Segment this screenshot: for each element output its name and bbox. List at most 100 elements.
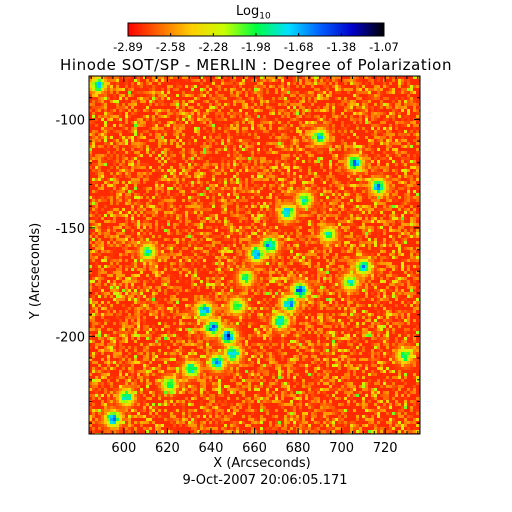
heatmap-cell [380,184,383,187]
heatmap-cell [218,181,221,184]
heatmap-cell [233,193,236,196]
heatmap-cell [95,82,98,85]
heatmap-cell [89,106,92,109]
heatmap-cell [398,205,401,208]
heatmap-cell [179,190,182,193]
heatmap-cell [119,136,122,139]
heatmap-cell [236,106,239,109]
heatmap-cell [347,97,350,100]
heatmap-cell [362,151,365,154]
heatmap-cell [353,190,356,193]
heatmap-cell [167,166,170,169]
heatmap-cell [269,115,272,118]
heatmap-cell [251,151,254,154]
heatmap-cell [371,205,374,208]
heatmap-cell [368,196,371,199]
colorbar-tick-label: -1.98 [241,40,271,54]
heatmap-cell [143,178,146,181]
heatmap-cell [254,133,257,136]
heatmap-cell [110,160,113,163]
heatmap-cell [185,109,188,112]
heatmap-cell [248,88,251,91]
heatmap-cell [146,157,149,160]
heatmap-cell [200,151,203,154]
heatmap-cell [107,142,110,145]
heatmap-cell [302,154,305,157]
heatmap-cell [266,154,269,157]
heatmap-cell [296,133,299,136]
heatmap-cell [224,190,227,193]
heatmap-cell [134,175,137,178]
heatmap-cell [404,106,407,109]
heatmap-cell [392,130,395,133]
heatmap-cell [299,106,302,109]
heatmap-cell [368,193,371,196]
heatmap-cell [413,199,416,202]
heatmap-cell [311,109,314,112]
heatmap-cell [311,190,314,193]
heatmap-cell [416,133,419,136]
heatmap-cell [140,100,143,103]
heatmap-cell [332,151,335,154]
heatmap-cell [353,94,356,97]
heatmap-cell [371,196,374,199]
heatmap-cell [197,175,200,178]
heatmap-cell [338,94,341,97]
heatmap-cell [191,109,194,112]
heatmap-cell [386,166,389,169]
heatmap-cell [254,100,257,103]
heatmap-cell [215,85,218,88]
heatmap-cell [326,88,329,91]
heatmap-cell [362,130,365,133]
heatmap-cell [125,97,128,100]
heatmap-cell [161,91,164,94]
heatmap-cell [287,148,290,151]
heatmap-cell [137,181,140,184]
colorbar-tick-label: -1.38 [326,40,356,54]
heatmap-cell [149,136,152,139]
heatmap-cell [164,163,167,166]
heatmap-cell [242,160,245,163]
heatmap-cell [230,199,233,202]
heatmap-cell [317,115,320,118]
heatmap-cell [245,100,248,103]
heatmap-cell [110,124,113,127]
heatmap-cell [401,97,404,100]
heatmap-cell [251,109,254,112]
heatmap-cell [125,91,128,94]
heatmap-cell [275,94,278,97]
heatmap-cell [206,103,209,106]
heatmap-cell [227,136,230,139]
heatmap-cell [407,115,410,118]
heatmap-cell [401,127,404,130]
heatmap-cell [140,97,143,100]
heatmap-cell [389,109,392,112]
heatmap-cell [248,145,251,148]
heatmap-cell [218,169,221,172]
heatmap-cell [155,142,158,145]
heatmap-cell [176,100,179,103]
heatmap-cell [368,106,371,109]
heatmap-cell [233,208,236,211]
heatmap-cell [365,136,368,139]
heatmap-cell [149,148,152,151]
heatmap-cell [317,181,320,184]
heatmap-cell [374,103,377,106]
heatmap-cell [122,148,125,151]
heatmap-cell [392,85,395,88]
heatmap-cell [371,85,374,88]
heatmap-cell [188,172,191,175]
heatmap-cell [344,199,347,202]
heatmap-cell [233,202,236,205]
heatmap-cell [353,205,356,208]
heatmap-cell [239,100,242,103]
heatmap-cell [356,136,359,139]
heatmap-cell [98,76,101,79]
heatmap-cell [377,199,380,202]
heatmap-cell [143,184,146,187]
heatmap-cell [188,202,191,205]
heatmap-cell [137,91,140,94]
heatmap-cell [362,208,365,211]
heatmap-cell [95,88,98,91]
heatmap-cell [395,190,398,193]
